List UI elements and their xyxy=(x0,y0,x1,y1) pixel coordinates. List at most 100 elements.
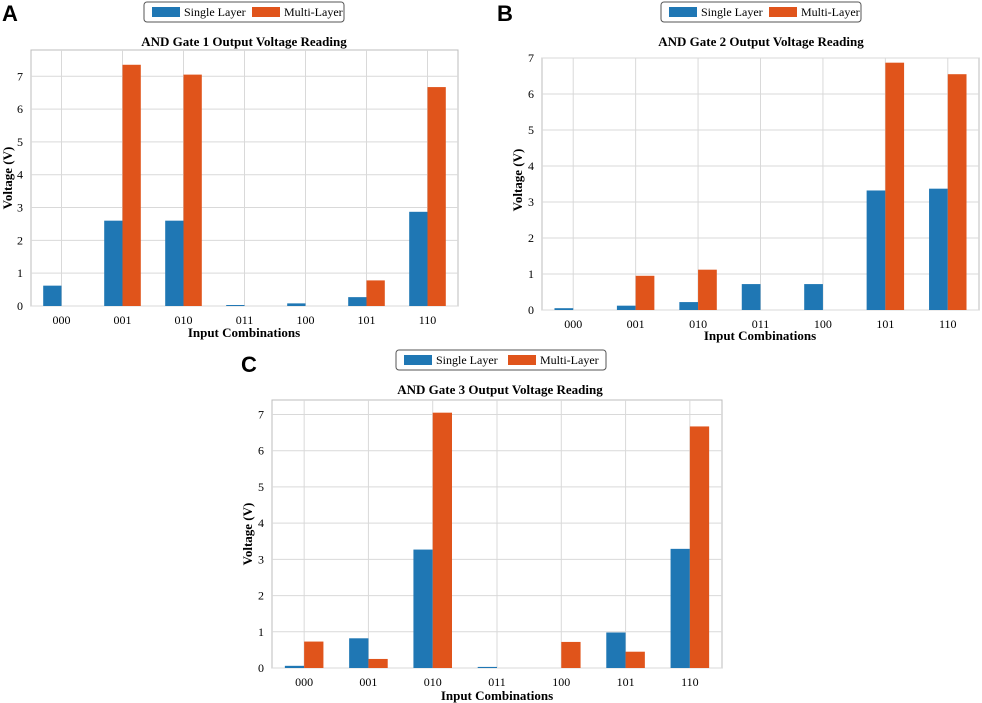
x-tick-label-a: 100 xyxy=(297,313,315,327)
bar-multi-c-110 xyxy=(689,426,710,668)
bar-single-b-010 xyxy=(679,302,699,310)
bar-multi-b-110 xyxy=(947,74,967,310)
y-tick-label-b: 4 xyxy=(528,159,534,173)
y-tick-label-c: 0 xyxy=(258,661,264,675)
legend-label-multi-b: Multi-Layer xyxy=(801,5,860,19)
x-tick-label-b: 101 xyxy=(876,317,894,331)
x-tick-label-b: 001 xyxy=(627,317,645,331)
legend-swatch-multi-a xyxy=(252,7,280,17)
bar-single-c-000 xyxy=(284,665,305,668)
y-tick-label-b: 1 xyxy=(528,267,534,281)
y-tick-label-c: 1 xyxy=(258,625,264,639)
chart-title-b: AND Gate 2 Output Voltage Reading xyxy=(658,34,864,49)
y-tick-label-a: 2 xyxy=(17,233,23,247)
legend-swatch-single-a xyxy=(152,7,180,17)
bar-multi-a-110 xyxy=(427,87,446,306)
x-tick-label-a: 010 xyxy=(175,313,193,327)
x-axis-label-b: Input Combinations xyxy=(704,328,816,343)
legend-swatch-multi-b xyxy=(769,7,797,17)
x-tick-label-c: 101 xyxy=(617,675,635,689)
legend-label-single-a: Single Layer xyxy=(184,5,246,19)
bar-single-b-000 xyxy=(554,308,574,310)
panel-letter-b: B xyxy=(497,1,513,26)
x-tick-label-b: 010 xyxy=(689,317,707,331)
bar-single-a-011 xyxy=(226,305,245,306)
bar-multi-b-001 xyxy=(635,275,655,310)
x-tick-label-b: 100 xyxy=(814,317,832,331)
panel-letter-a: A xyxy=(2,1,18,26)
y-tick-label-c: 7 xyxy=(258,407,264,421)
chart-panel-b: B Single Layer Multi-Layer AND Gate 2 Ou… xyxy=(497,1,980,343)
legend-b: Single Layer Multi-Layer xyxy=(660,1,862,23)
bar-single-c-010 xyxy=(413,549,433,668)
bar-multi-a-001 xyxy=(122,64,141,307)
x-ticks-b: 000 001 010 011 100 101 110 xyxy=(564,317,956,331)
bar-single-c-001 xyxy=(349,638,369,668)
y-tick-label-a: 0 xyxy=(17,299,23,313)
bar-multi-c-001 xyxy=(368,658,388,668)
bar-multi-b-101 xyxy=(885,62,905,311)
bar-single-a-001 xyxy=(104,220,123,306)
bar-single-b-101 xyxy=(866,190,886,310)
x-axis-label-c: Input Combinations xyxy=(441,688,553,703)
y-tick-label-c: 4 xyxy=(258,516,264,530)
legend-box-c xyxy=(395,349,607,371)
x-tick-label-a: 101 xyxy=(358,313,376,327)
bar-multi-a-010 xyxy=(183,74,202,306)
legend-label-multi-a: Multi-Layer xyxy=(284,5,343,19)
x-tick-label-c: 010 xyxy=(424,675,442,689)
y-axis-label-c: Voltage (V) xyxy=(240,503,255,566)
y-tick-label-a: 3 xyxy=(17,201,23,215)
bar-single-c-011 xyxy=(477,666,497,668)
y-tick-label-a: 1 xyxy=(17,266,23,280)
x-tick-label-c: 000 xyxy=(295,675,313,689)
x-tick-label-b: 110 xyxy=(939,317,957,331)
bar-single-c-101 xyxy=(606,632,626,668)
y-tick-label-c: 5 xyxy=(258,480,264,494)
y-tick-label-b: 0 xyxy=(528,303,534,317)
bar-single-c-110 xyxy=(670,548,690,668)
x-tick-label-a: 001 xyxy=(114,313,132,327)
panel-letter-c: C xyxy=(241,352,257,377)
y-tick-label-b: 2 xyxy=(528,231,534,245)
x-ticks-a: 000 001 010 011 100 101 110 xyxy=(53,313,437,327)
bar-single-a-101 xyxy=(348,297,367,306)
chart-panel-c: C Single Layer Multi-Layer AND Gate 3 Ou… xyxy=(240,349,723,703)
y-tick-label-b: 3 xyxy=(528,195,534,209)
bar-single-b-100 xyxy=(804,284,823,310)
bar-multi-c-000 xyxy=(304,641,324,668)
y-tick-label-a: 4 xyxy=(17,168,23,182)
y-ticks-c: 0 1 2 3 4 5 6 7 xyxy=(258,407,264,675)
y-tick-label-c: 3 xyxy=(258,552,264,566)
legend-box-a xyxy=(143,1,345,23)
bars-c xyxy=(284,412,710,668)
y-tick-label-a: 6 xyxy=(17,102,23,116)
y-axis-label-a: Voltage (V) xyxy=(0,147,15,210)
x-tick-label-a: 011 xyxy=(236,313,254,327)
y-tick-label-a: 5 xyxy=(17,135,23,149)
chart-title-c: AND Gate 3 Output Voltage Reading xyxy=(397,382,603,397)
bar-multi-c-010 xyxy=(432,412,452,668)
x-tick-label-c: 100 xyxy=(552,675,570,689)
bars-a xyxy=(43,64,446,307)
y-axis-label-b: Voltage (V) xyxy=(510,149,525,212)
bar-multi-a-101 xyxy=(366,280,385,306)
legend-swatch-single-b xyxy=(669,7,697,17)
legend-swatch-multi-c xyxy=(508,355,536,365)
chart-panel-a: A Single Layer Multi-Layer AND Gate 1 Ou… xyxy=(0,1,459,340)
legend-a: Single Layer Multi-Layer xyxy=(143,1,345,23)
x-tick-label-c: 011 xyxy=(488,675,506,689)
legend-label-multi-c: Multi-Layer xyxy=(540,353,599,367)
x-tick-label-a: 110 xyxy=(419,313,437,327)
y-tick-label-c: 6 xyxy=(258,444,264,458)
legend-label-single-b: Single Layer xyxy=(701,5,763,19)
y-tick-label-a: 7 xyxy=(17,69,23,83)
chart-title-a: AND Gate 1 Output Voltage Reading xyxy=(141,34,347,49)
legend-box-b xyxy=(660,1,862,23)
x-tick-label-b: 000 xyxy=(564,317,582,331)
y-ticks-a: 0 1 2 3 4 5 6 7 xyxy=(17,69,23,313)
bar-single-b-011 xyxy=(741,284,761,310)
y-tick-label-c: 2 xyxy=(258,589,264,603)
y-tick-label-b: 5 xyxy=(528,123,534,137)
